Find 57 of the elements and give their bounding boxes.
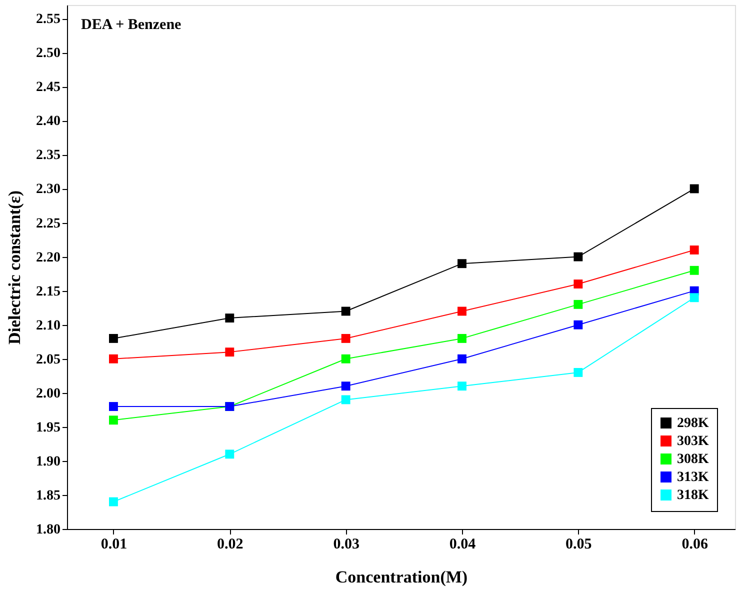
y-tick-label: 2.15 [36,284,60,300]
point [109,354,118,364]
y-tick-label: 2.25 [36,216,60,232]
point [458,354,466,364]
y-tick-label: 1.85 [36,488,60,504]
point [341,395,350,404]
legend-label: 303K [677,434,709,449]
point [225,450,234,459]
y-tick-label: 1.90 [36,454,60,470]
x-tick-label: 0.05 [566,536,592,552]
x-axis-title: Concentration(M) [335,568,468,586]
point [458,306,466,316]
y-tick-label: 1.80 [36,522,60,538]
point [225,314,234,323]
x-tick-label: 0.03 [333,536,360,552]
y-tick-label: 2.05 [36,352,60,368]
point [341,354,350,364]
y-axis-title: Dielectric constant(ε) [5,190,24,345]
y-tick-label: 2.00 [36,386,60,402]
y-tick-label: 2.10 [36,318,60,334]
point [109,402,118,411]
x-tick-label: 0.04 [449,536,476,552]
point [225,348,234,357]
text: DEA + Benzene [81,17,182,33]
point [109,497,118,506]
point [690,293,699,302]
point [574,300,583,309]
point [574,320,583,330]
x-tick-label: 0.02 [217,536,244,552]
y-tick-label: 2.20 [36,250,60,266]
point [574,252,583,262]
point [341,334,350,343]
point [341,382,350,391]
point [458,259,466,268]
point [574,280,583,288]
y-tick-label: 2.55 [36,12,60,28]
y-tick-label: 1.95 [36,420,60,436]
point [458,382,466,391]
x-tick-label: 0.01 [100,536,128,552]
legend-label: 298K [677,416,709,431]
y-tick-label: 2.50 [36,46,60,62]
x-tick-label: 0.06 [682,536,708,552]
y-tick-label: 2.40 [36,114,60,130]
point [574,368,583,377]
legend-label: 313K [677,470,709,485]
point [690,266,699,275]
point [109,416,118,425]
point [341,306,350,316]
y-tick-label: 2.45 [36,80,60,96]
point [690,246,699,254]
point [690,184,699,194]
legend-label: 308K [677,452,709,467]
legend-label: 318K [677,488,709,503]
point [109,334,118,343]
y-tick-label: 2.30 [36,182,60,198]
point [458,334,466,343]
y-tick-label: 2.35 [36,148,60,164]
